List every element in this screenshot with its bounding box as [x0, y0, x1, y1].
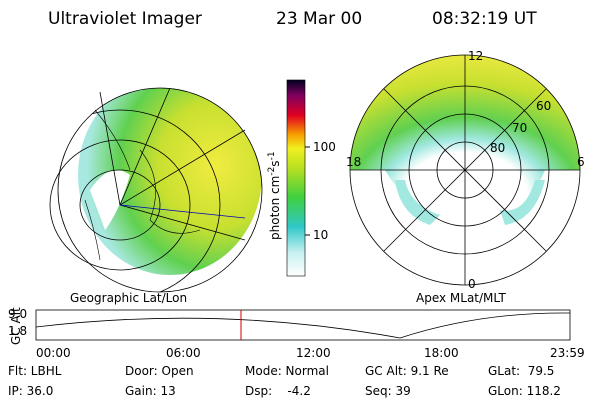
title: Ultraviolet Imager [48, 9, 202, 29]
mlt-label: 12 [468, 49, 483, 63]
date: 23 Mar 00 [276, 9, 362, 29]
status-field: GLat: 79.5 [488, 364, 554, 378]
status-field: GLon: 118.2 [488, 384, 561, 398]
y-tick: 1.8 [8, 324, 27, 338]
status-field: Door: Open [125, 364, 194, 378]
status: Flt: LBHL Door: Open Mode: Normal GC Alt: 9… [8, 364, 561, 398]
x-tick: 18:00 [424, 346, 459, 360]
x-tick: 00:00 [36, 346, 71, 360]
panel-label: Apex MLat/MLT [416, 291, 506, 305]
mlat-label: 80 [490, 141, 505, 155]
colorbar [286, 79, 306, 277]
colorbar-tick: 10 [313, 228, 328, 242]
mlt-label: 18 [346, 155, 361, 169]
time: 08:32:19 UT [432, 9, 537, 29]
x-tick: 06:00 [166, 346, 201, 360]
x-tick: 12:00 [296, 346, 331, 360]
panel-label: Geographic Lat/Lon [70, 291, 187, 305]
status-field: Dsp: -4.2 [245, 384, 311, 398]
mlt-label: 0 [468, 277, 476, 291]
polar-plot [349, 54, 581, 286]
colorbar-tick: 100 [313, 140, 336, 154]
globe [49, 87, 263, 293]
mlat-label: 70 [512, 121, 527, 135]
y-tick: 9.0 [8, 307, 27, 321]
status-field: Flt: LBHL [8, 364, 62, 378]
mlat-label: 60 [536, 99, 551, 113]
mlt-label: 6 [577, 155, 585, 169]
status-field: Gain: 13 [125, 384, 176, 398]
y-label: GC Alt [9, 307, 23, 345]
status-field: Mode: Normal [245, 364, 329, 378]
colorbar-label: photon cm-2s-1 [267, 151, 282, 240]
altitude-curve [35, 312, 571, 339]
status-field: IP: 36.0 [8, 384, 53, 398]
altitude-plot [35, 309, 571, 341]
x-tick: 23:59 [550, 346, 585, 360]
status-field: GC Alt: 9.1 Re [365, 364, 449, 378]
status-field: Seq: 39 [365, 384, 411, 398]
